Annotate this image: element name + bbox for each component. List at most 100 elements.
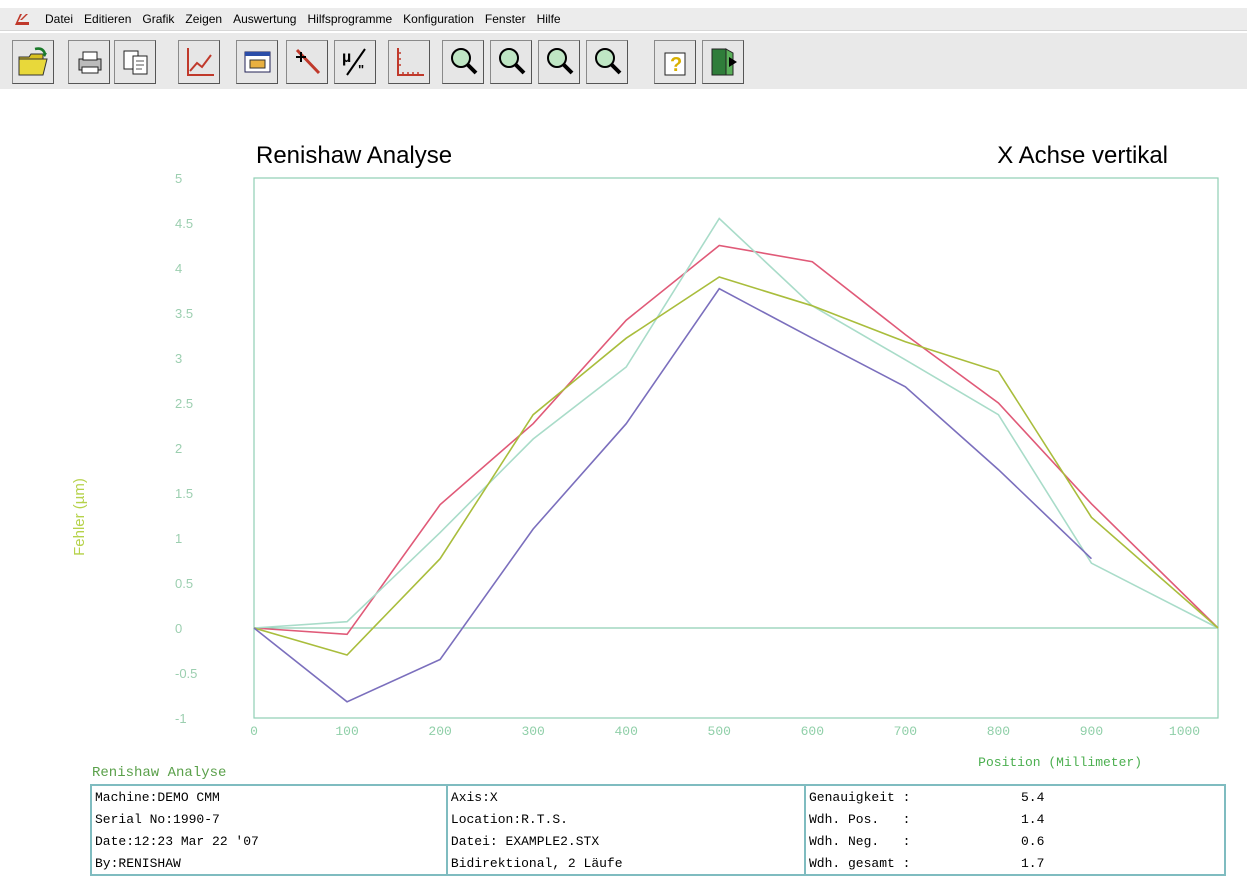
x-tick-label: 700 <box>894 724 917 739</box>
x-tick-label: 0 <box>250 724 258 739</box>
menu-auswertung[interactable]: Auswertung <box>233 12 297 26</box>
info-cell: Location:R.T.S. <box>445 808 807 830</box>
y-tick-label: 3 <box>175 351 182 366</box>
series-line-1 <box>253 244 1219 636</box>
info-cell: Genauigkeit : 5.4 <box>804 785 1226 808</box>
y-tick-label: 2.5 <box>175 396 193 411</box>
menu-hilfe[interactable]: Hilfe <box>536 12 561 26</box>
info-cell: Date:12:23 Mar 22 '07 <box>90 830 448 852</box>
info-cell: Wdh. Neg. : 0.6 <box>804 830 1226 852</box>
zoom-button-2[interactable] <box>490 40 532 84</box>
metric-label: Wdh. Neg. : <box>809 833 911 849</box>
x-tick-label: 300 <box>521 724 544 739</box>
x-tick-label: 1000 <box>1169 724 1200 739</box>
zoom-magnifier-icon <box>595 48 622 75</box>
svg-text:µ: µ <box>342 49 351 66</box>
metric-label: Wdh. Pos. : <box>809 811 911 827</box>
y-tick-label: -0.5 <box>175 666 197 681</box>
menu-hilfsprogramme[interactable]: Hilfsprogramme <box>307 12 393 26</box>
x-tick-label: 100 <box>335 724 358 739</box>
print-button[interactable] <box>68 40 110 84</box>
series-line-2 <box>253 217 1219 629</box>
help-button[interactable]: ? <box>654 40 696 84</box>
info-cell: Wdh. gesamt : 1.7 <box>804 852 1226 875</box>
metric-value: 0.6 <box>1021 833 1045 849</box>
series-line-3 <box>253 276 1219 656</box>
y-tick-label: 5 <box>175 171 182 186</box>
menu-zeigen[interactable]: Zeigen <box>185 12 223 26</box>
exit-door-icon <box>711 48 737 76</box>
chart-button[interactable] <box>178 40 220 84</box>
metric-value: 1.7 <box>1021 855 1045 871</box>
y-tick-label: -1 <box>175 711 187 726</box>
open-folder-icon <box>18 47 48 76</box>
info-title: Renishaw Analyse <box>92 765 227 781</box>
table-row: By:RENISHAW Bidirektional, 2 Läufe Wdh. … <box>90 852 1226 875</box>
copy-icon <box>123 50 148 75</box>
info-cell: Machine:DEMO CMM <box>90 785 448 808</box>
exit-button[interactable] <box>702 40 744 84</box>
x-tick-label: 800 <box>987 724 1010 739</box>
chart-title: Renishaw Analyse <box>256 142 452 169</box>
axis-scale-icon <box>397 48 424 76</box>
series-line-4 <box>253 287 1093 703</box>
info-cell: Datei: EXAMPLE2.STX <box>445 830 807 852</box>
table-row: Machine:DEMO CMM Axis:X Genauigkeit : 5.4 <box>90 785 1226 808</box>
menu-datei[interactable]: Datei <box>45 12 74 26</box>
chart-subtitle: X Achse vertikal <box>997 142 1168 169</box>
svg-text:": " <box>358 62 364 77</box>
y-tick-label: 4 <box>175 261 182 276</box>
app-logo-icon <box>15 14 29 25</box>
x-tick-label: 900 <box>1080 724 1103 739</box>
error-chart: Renishaw Analyse X Achse vertikal Fehler… <box>71 142 1219 770</box>
y-tick-label: 0.5 <box>175 576 193 591</box>
line-chart-icon <box>187 48 214 76</box>
plot-area: -1 -0.5 0 0.5 1 1.5 2 2.5 3 3.5 4 4.5 5 0 100 200 300 400… <box>175 171 1219 739</box>
metric-value: 5.4 <box>1021 789 1045 805</box>
metric-value: 1.4 <box>1021 811 1045 827</box>
y-tick-label: 0 <box>175 621 182 636</box>
zoom-magnifier-icon <box>499 48 526 75</box>
x-tick-label: 600 <box>801 724 824 739</box>
report-button[interactable] <box>236 40 278 84</box>
chart-area: Renishaw Analyse X Achse vertikal Fehler… <box>0 120 1247 780</box>
info-table: Machine:DEMO CMM Axis:X Genauigkeit : 5.4… <box>90 784 1226 876</box>
info-cell: By:RENISHAW <box>90 852 448 875</box>
scale-button[interactable] <box>388 40 430 84</box>
y-axis-label: Fehler (µm) <box>71 478 88 556</box>
plot-frame <box>253 177 1219 719</box>
cursor-pointer-icon <box>295 48 321 75</box>
x-tick-label: 500 <box>708 724 731 739</box>
y-tick-label: 2 <box>175 441 182 456</box>
cursor-button[interactable] <box>286 40 328 84</box>
zoom-magnifier-icon <box>451 48 478 75</box>
zoom-button-1[interactable] <box>442 40 484 84</box>
report-window-icon <box>244 51 271 73</box>
metric-label: Genauigkeit : <box>809 789 911 805</box>
menu-grafik[interactable]: Grafik <box>142 12 175 26</box>
y-tick-label: 3.5 <box>175 306 193 321</box>
y-tick-label: 1 <box>175 531 182 546</box>
svg-text:?: ? <box>670 54 682 76</box>
table-row: Date:12:23 Mar 22 '07 Datei: EXAMPLE2.ST… <box>90 830 1226 852</box>
menu-fenster[interactable]: Fenster <box>484 12 526 26</box>
zoom-button-4[interactable] <box>586 40 628 84</box>
x-axis-label: Position (Millimeter) <box>978 755 1142 770</box>
copy-button[interactable] <box>114 40 156 84</box>
info-cell: Serial No:1990-7 <box>90 808 448 830</box>
y-tick-label: 1.5 <box>175 486 193 501</box>
printer-icon <box>78 51 102 74</box>
menu-konfiguration[interactable]: Konfiguration <box>403 12 474 26</box>
metric-label: Wdh. gesamt : <box>809 855 911 871</box>
micron-button[interactable]: µ " <box>334 40 376 84</box>
info-cell: Axis:X <box>445 785 807 808</box>
info-cell: Wdh. Pos. : 1.4 <box>804 808 1226 830</box>
open-button[interactable] <box>12 40 54 84</box>
zoom-button-3[interactable] <box>538 40 580 84</box>
y-tick-label: 4.5 <box>175 216 193 231</box>
x-tick-label: 400 <box>614 724 637 739</box>
zoom-magnifier-icon <box>547 48 574 75</box>
menu-editieren[interactable]: Editieren <box>84 12 132 26</box>
table-row: Serial No:1990-7 Location:R.T.S. Wdh. Po… <box>90 808 1226 830</box>
help-icon: ? <box>664 52 686 76</box>
